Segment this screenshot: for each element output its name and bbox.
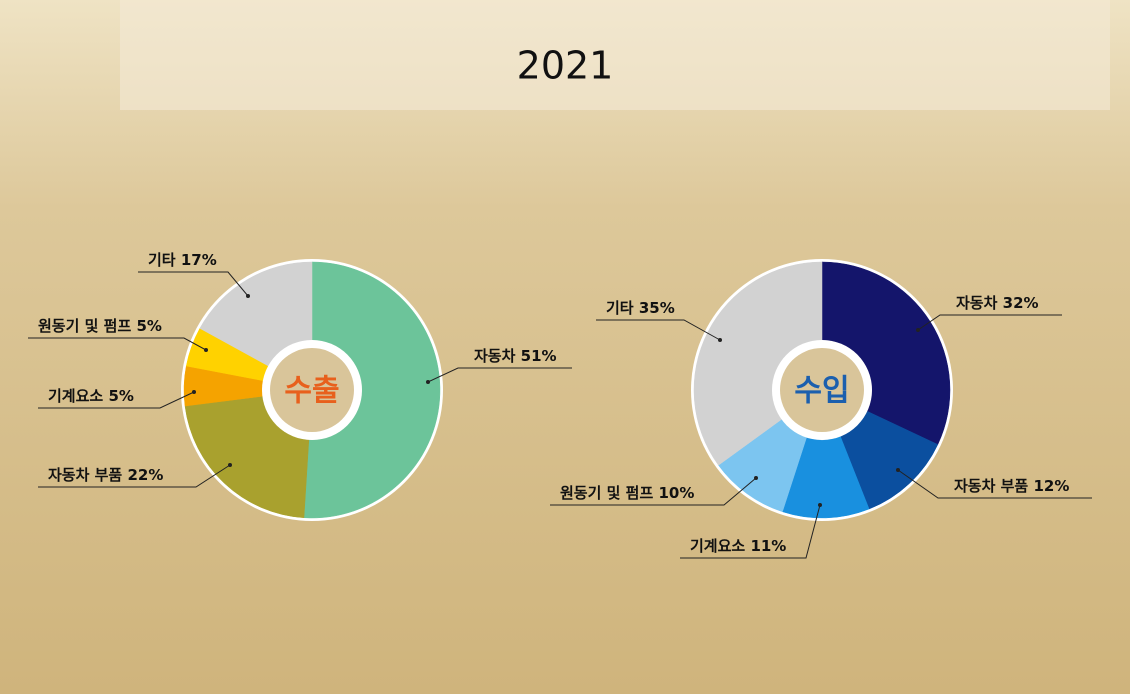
leader-line [138, 271, 249, 297]
slice-value: 51% [521, 347, 557, 365]
leader-dot [204, 348, 208, 352]
slice-label: 자동차 부품 12% [954, 477, 1069, 495]
donut-center-label: 수입 [794, 374, 849, 409]
leader-dot [754, 476, 758, 480]
slice-category: 원동기 및 펌프 [38, 317, 131, 335]
donut-center [780, 348, 864, 432]
donut-center [270, 348, 354, 432]
slice-value: 5% [108, 387, 133, 405]
slice-label: 자동차 51% [474, 347, 557, 365]
leader-dot [718, 338, 722, 342]
donut-slice [303, 261, 441, 519]
leader-line [38, 464, 231, 488]
leader-line [427, 367, 572, 383]
slice-label: 기타 17% [148, 251, 217, 269]
leader-line [38, 391, 195, 409]
slice-label: 자동차 32% [956, 294, 1039, 312]
slice-category: 기타 [606, 299, 634, 317]
leader-line [596, 319, 721, 341]
slice-category: 원동기 및 펌프 [560, 484, 653, 502]
slice-category: 자동차 부품 [954, 477, 1028, 495]
slice-value: 17% [181, 251, 217, 269]
slice-category: 기타 [148, 251, 176, 269]
leader-line [917, 314, 1062, 331]
leader-line [28, 337, 207, 351]
slice-value: 5% [136, 317, 161, 335]
leader-dot [228, 463, 232, 467]
leader-dot [916, 328, 920, 332]
leader-line [897, 469, 1092, 499]
slice-label: 자동차 부품 22% [48, 466, 163, 484]
slice-value: 32% [1003, 294, 1039, 312]
slice-label: 원동기 및 펌프 10% [560, 484, 694, 502]
slice-value: 22% [127, 466, 163, 484]
ship-silhouette [120, 0, 1110, 110]
slice-label: 기타 35% [606, 299, 675, 317]
slice-value: 10% [658, 484, 694, 502]
slice-label: 원동기 및 펌프 5% [38, 317, 162, 335]
slice-label: 기계요소 11% [690, 537, 786, 555]
slice-category: 자동차 [956, 294, 998, 312]
slice-category: 자동차 [474, 347, 516, 365]
leader-dot [896, 468, 900, 472]
slice-value: 35% [639, 299, 675, 317]
slice-label: 기계요소 5% [48, 387, 134, 405]
page-title: 2021 [517, 44, 614, 88]
leader-line [680, 504, 821, 559]
slice-category: 기계요소 [690, 537, 745, 555]
slice-category: 자동차 부품 [48, 466, 122, 484]
slice-category: 기계요소 [48, 387, 103, 405]
leader-dot [246, 294, 250, 298]
leader-dot [192, 390, 196, 394]
leader-line [550, 477, 757, 506]
leader-dot [818, 503, 822, 507]
slice-value: 11% [750, 537, 786, 555]
donut-center-label: 수출 [284, 374, 339, 409]
slice-value: 12% [1033, 477, 1069, 495]
leader-dot [426, 380, 430, 384]
